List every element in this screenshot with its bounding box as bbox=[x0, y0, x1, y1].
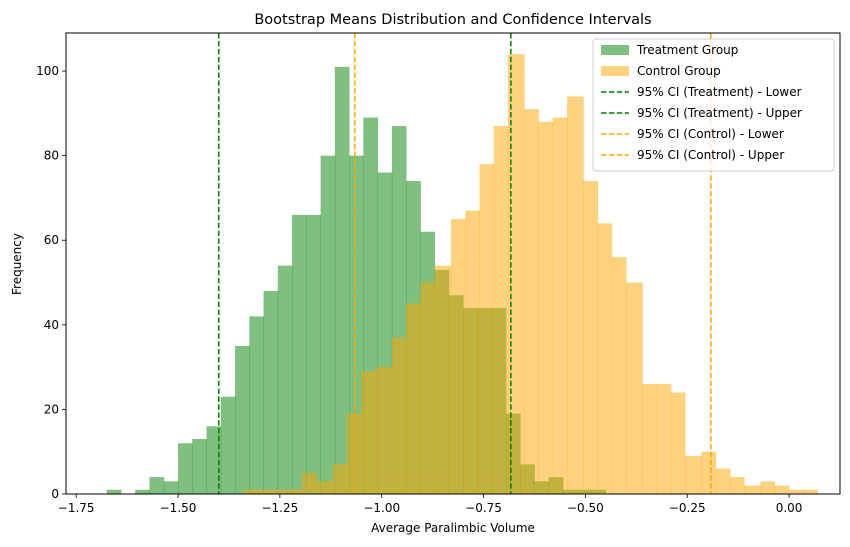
histogram-bar bbox=[493, 126, 509, 495]
histogram-bar bbox=[656, 384, 672, 494]
legend-label: 95% CI (Treatment) - Upper bbox=[637, 106, 802, 120]
y-tick-label: 100 bbox=[36, 64, 59, 78]
histogram-bar bbox=[420, 282, 436, 494]
histogram-bar bbox=[642, 384, 658, 494]
histogram-bar bbox=[789, 489, 804, 494]
histogram-bar bbox=[744, 485, 761, 494]
x-axis: −1.75 −1.50 −1.25 −1.00 −0.75 −0.50 −0.25 0.00 bbox=[58, 494, 803, 515]
legend-swatch bbox=[601, 66, 629, 76]
histogram-bar bbox=[206, 426, 222, 494]
histogram-bar bbox=[583, 181, 599, 494]
series-1-bars bbox=[243, 54, 818, 495]
legend-swatch bbox=[601, 45, 629, 55]
histogram-bar bbox=[760, 481, 776, 494]
histogram-bar bbox=[235, 345, 250, 494]
histogram-bar bbox=[277, 265, 293, 494]
histogram-bar bbox=[567, 96, 584, 494]
histogram-bar bbox=[701, 451, 717, 494]
histogram-bar bbox=[106, 489, 122, 494]
y-tick-label: 60 bbox=[44, 233, 59, 247]
histogram-bar bbox=[243, 489, 258, 494]
histogram-bar bbox=[163, 481, 179, 494]
legend: Treatment Group Control Group 95% CI (Trea… bbox=[592, 38, 835, 172]
histogram-bar bbox=[597, 223, 613, 494]
histogram-bar bbox=[306, 214, 322, 495]
histogram-bar bbox=[552, 117, 568, 494]
legend-box bbox=[592, 38, 835, 172]
histogram-bar bbox=[292, 214, 307, 495]
histogram-bar bbox=[288, 489, 303, 494]
y-tick-label: 40 bbox=[44, 318, 59, 332]
histogram-bar bbox=[479, 164, 495, 495]
x-tick-label: −1.00 bbox=[363, 501, 400, 515]
histogram-bar bbox=[178, 443, 193, 494]
histogram-bar bbox=[715, 468, 731, 494]
x-tick-label: −1.75 bbox=[58, 501, 95, 515]
x-tick-label: −0.50 bbox=[567, 501, 604, 515]
x-tick-label: −0.25 bbox=[669, 501, 706, 515]
histogram-bar bbox=[626, 282, 643, 494]
legend-label: 95% CI (Treatment) - Lower bbox=[637, 85, 802, 99]
ci-lines-layer bbox=[218, 33, 712, 494]
y-axis-title: Frequency bbox=[10, 233, 24, 295]
histogram-bar bbox=[538, 121, 554, 494]
histogram-bar bbox=[273, 489, 289, 494]
y-axis: 0 20 40 60 80 100 bbox=[36, 64, 66, 501]
histogram-bar bbox=[685, 455, 702, 494]
y-tick-label: 0 bbox=[51, 487, 59, 501]
histogram-bar bbox=[334, 66, 350, 494]
histogram-bar bbox=[149, 477, 165, 494]
histogram-bar bbox=[192, 439, 207, 494]
plot-frame bbox=[65, 32, 841, 495]
x-tick-label: 0.00 bbox=[776, 501, 803, 515]
histogram-bar bbox=[803, 489, 818, 494]
legend-label: Treatment Group bbox=[636, 43, 738, 57]
histogram-bar bbox=[375, 367, 393, 494]
histogram-bar bbox=[257, 489, 275, 494]
histogram-bar bbox=[524, 109, 539, 494]
histogram-bar bbox=[135, 489, 150, 494]
histogram-bar bbox=[332, 464, 348, 494]
x-tick-label: −0.75 bbox=[465, 501, 502, 515]
histogram-bar bbox=[730, 477, 745, 494]
histogram-bar bbox=[349, 155, 364, 494]
histogram-bar bbox=[316, 481, 334, 494]
y-tick-label: 80 bbox=[44, 149, 59, 163]
histogram-bar bbox=[320, 155, 336, 494]
histogram-bar bbox=[391, 337, 407, 494]
histogram-bar bbox=[302, 472, 317, 494]
legend-label: Control Group bbox=[637, 64, 721, 78]
histogram-bar bbox=[465, 210, 480, 494]
chart-title: Bootstrap Means Distribution and Confide… bbox=[254, 12, 651, 28]
x-tick-label: −1.50 bbox=[160, 501, 197, 515]
histogram-bar bbox=[774, 485, 790, 494]
histogram-bar bbox=[611, 257, 627, 494]
histogram-bar bbox=[434, 265, 452, 494]
y-tick-label: 20 bbox=[44, 402, 59, 416]
histogram-bar bbox=[670, 392, 686, 494]
legend-label: 95% CI (Control) - Lower bbox=[637, 127, 784, 141]
bars-layer bbox=[106, 54, 818, 495]
histogram-bar bbox=[249, 316, 264, 494]
histogram-bar bbox=[507, 54, 525, 495]
histogram-bar bbox=[406, 303, 421, 494]
x-tick-label: −1.25 bbox=[261, 501, 298, 515]
histogram-bar bbox=[361, 371, 376, 494]
histogram-bar bbox=[220, 396, 236, 494]
legend-label: 95% CI (Control) - Upper bbox=[637, 148, 784, 162]
x-axis-title: Average Paralimbic Volume bbox=[371, 521, 535, 535]
histogram-bar bbox=[450, 219, 466, 494]
histogram-bar bbox=[263, 290, 279, 494]
